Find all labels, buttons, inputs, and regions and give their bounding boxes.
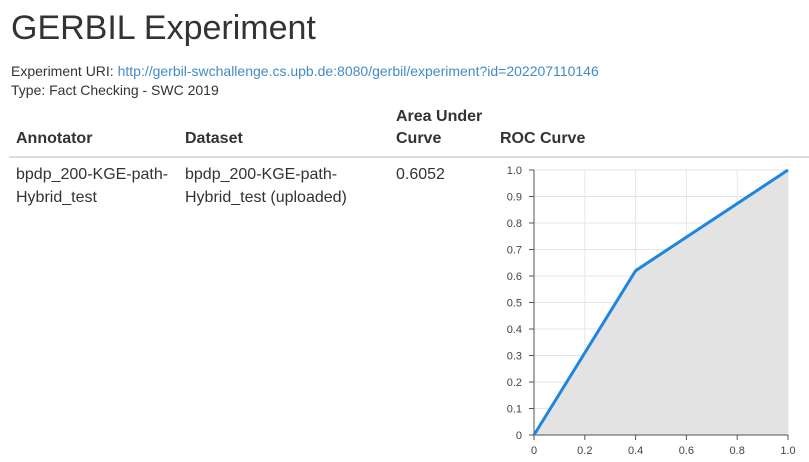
x-tick-label: 1.0 (780, 445, 795, 457)
auc-column-header: Area Under Curve (396, 106, 482, 150)
x-tick-label: 0.2 (577, 445, 592, 457)
y-tick-label: 0.4 (507, 324, 522, 336)
experiment-uri-line: Experiment URI: http://gerbil-swchalleng… (11, 62, 599, 80)
annotator-line1: bpdp_200-KGE-path- (16, 166, 169, 183)
y-tick-label: 0.2 (507, 377, 522, 389)
roc-curve-chart: 0 0.1 0.2 0.3 0.4 0.5 0.6 0.7 0.8 0.9 1.0 0 0.2 0.4 0.… (507, 165, 796, 457)
y-tick-label: 0.6 (507, 271, 522, 283)
experiment-type: Type: Fact Checking - SWC 2019 (11, 82, 219, 98)
y-tick-label: 0.7 (507, 245, 522, 257)
y-tick-label: 0.1 (507, 404, 522, 416)
experiment-uri-link[interactable]: http://gerbil-swchallenge.cs.upb.de:8080… (117, 63, 599, 79)
annotator-cell: bpdp_200-KGE-path- Hybrid_test (16, 163, 168, 209)
y-tick-label: 0.5 (507, 298, 522, 310)
y-tick-label: 0.8 (507, 218, 522, 230)
dataset-line2: Hybrid_test (uploaded) (185, 189, 347, 206)
annotator-line2: Hybrid_test (16, 189, 97, 206)
roc-area-fill (534, 170, 788, 435)
x-tick-label: 0 (531, 445, 537, 457)
x-tick-label: 0.6 (679, 445, 694, 457)
dataset-column-header: Dataset (185, 130, 243, 147)
auc-value-cell: 0.6052 (396, 166, 445, 183)
y-tick-label: 0.9 (507, 192, 522, 204)
auc-header-line1: Area Under (396, 108, 483, 125)
auc-header-line2: Curve (396, 130, 442, 147)
y-tick-label: 0.3 (507, 351, 522, 363)
dataset-line1: bpdp_200-KGE-path- (185, 166, 338, 183)
experiment-uri-label: Experiment URI: (11, 63, 114, 79)
page-title: GERBIL Experiment (11, 9, 316, 47)
annotator-column-header: Annotator (16, 130, 93, 147)
dataset-cell: bpdp_200-KGE-path- Hybrid_test (uploaded… (185, 163, 347, 209)
roc-curve-line (532, 168, 789, 436)
y-tick-label: 0 (516, 430, 522, 442)
table-header-divider (9, 156, 809, 158)
x-tick-label: 0.4 (628, 445, 643, 457)
roc-column-header: ROC Curve (500, 130, 586, 147)
x-tick-label: 0.8 (730, 445, 745, 457)
y-tick-label: 1.0 (507, 165, 522, 177)
